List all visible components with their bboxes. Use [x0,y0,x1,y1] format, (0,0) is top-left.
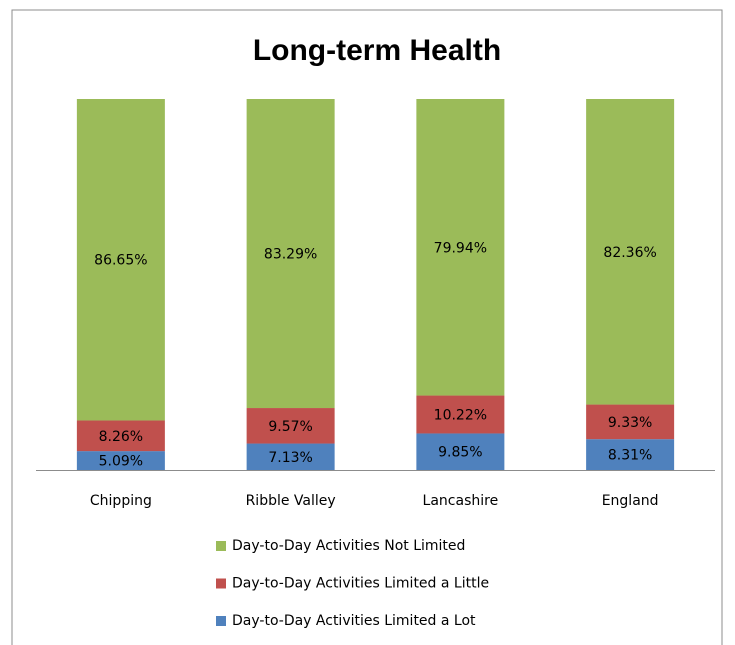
data-label: 9.85% [438,445,482,461]
bar-segment [586,439,675,470]
legend-swatch [216,616,226,626]
bar-segment [416,433,505,470]
data-label: 7.13% [268,450,312,466]
legend-swatch [216,578,226,589]
bar-segment [586,404,675,440]
chart-title: Long-term Health [253,34,501,67]
data-label: 10.22% [434,408,487,424]
x-tick-label: Lancashire [423,493,499,509]
data-label: 8.31% [608,448,652,464]
data-label: 82.36% [603,245,656,261]
legend-label: Day-to-Day Activities Limited a Little [232,576,489,592]
x-tick-label: Ribble Valley [246,493,336,509]
bar-segment [416,99,505,396]
chart-border [11,9,723,645]
legend-swatch [216,541,226,551]
legend-label: Day-to-Day Activities Limited a Lot [232,613,476,629]
bar-segment [76,451,165,470]
data-label: 86.65% [94,253,147,269]
x-tick-label: England [602,493,659,509]
bar-segment [246,99,335,409]
bar-segment [76,99,165,421]
legend-label: Day-to-Day Activities Not Limited [232,538,465,554]
bar-segment [246,443,335,470]
data-label: 9.33% [608,415,652,431]
data-label: 5.09% [99,454,143,470]
data-label: 8.26% [99,429,143,445]
x-tick-label: Chipping [90,493,152,509]
bar-segment [416,395,505,434]
data-label: 9.57% [268,419,312,435]
bar-segment [76,420,165,452]
bar-segment [586,99,675,405]
data-label: 83.29% [264,247,317,263]
bar-segment [246,408,335,444]
data-label: 79.94% [434,240,487,256]
